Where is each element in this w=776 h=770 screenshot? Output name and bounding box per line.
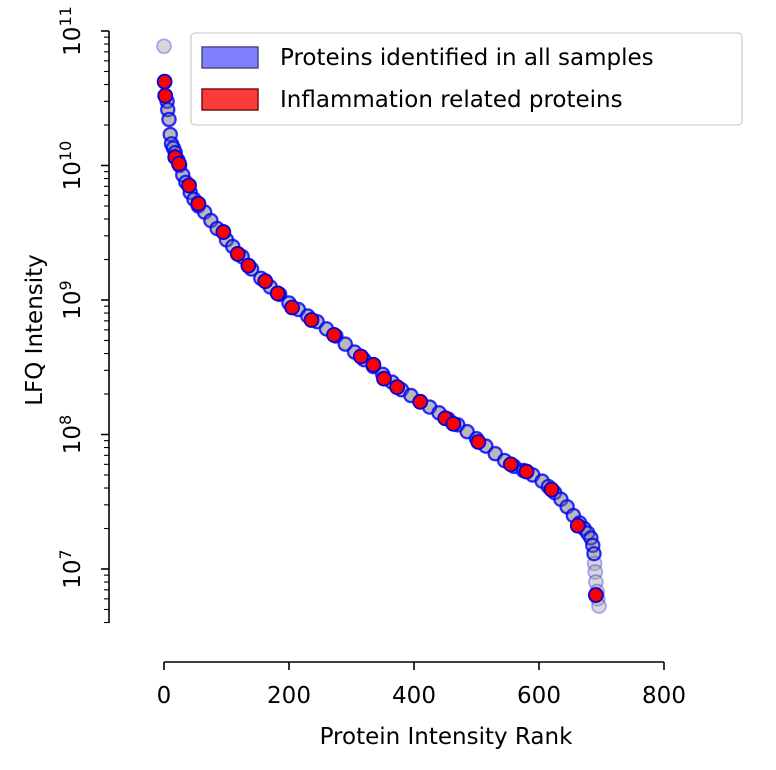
point-inflammation: [156, 73, 173, 90]
point-inflammation: [569, 517, 586, 534]
x-tick-label: 600: [517, 683, 561, 709]
x-ticks: 0 200 400 600 800: [157, 662, 686, 709]
point-all-proteins-dense: [161, 111, 177, 128]
point-all-proteins-dense: [337, 336, 353, 352]
point-inflammation: [352, 348, 369, 365]
legend-label-all-proteins: Proteins identified in all samples: [280, 45, 654, 71]
point-all-proteins: [587, 564, 604, 580]
y-tick-label: 108: [56, 415, 86, 454]
y-axis-label: LFQ Intensity: [22, 254, 48, 406]
point-inflammation: [389, 379, 406, 396]
point-inflammation: [445, 415, 462, 432]
x-tick-label: 800: [642, 683, 686, 709]
legend: Proteins identified in all samples Infla…: [190, 32, 743, 126]
point-inflammation: [190, 195, 207, 212]
y-ticks: 107 108 109 1010 1011: [56, 6, 109, 589]
x-tick-label: 200: [267, 683, 311, 709]
point-inflammation: [365, 356, 382, 373]
y-minor-ticks: [104, 36, 109, 624]
point-inflammation: [181, 177, 197, 194]
point-inflammation: [412, 393, 429, 410]
legend-label-inflammation: Inflammation related proteins: [280, 87, 623, 113]
point-inflammation: [303, 312, 320, 328]
x-tick-label: 0: [157, 683, 172, 709]
point-inflammation: [229, 246, 246, 262]
point-inflammation: [157, 87, 174, 104]
point-inflammation: [518, 463, 535, 480]
point-all-proteins: [156, 38, 172, 55]
point-all-proteins-dense: [586, 546, 602, 562]
legend-swatch-all-proteins: [201, 46, 259, 69]
point-inflammation: [502, 456, 519, 473]
point-inflammation: [326, 327, 342, 343]
x-tick-label: 400: [392, 683, 436, 709]
point-inflammation: [257, 273, 274, 290]
y-tick-label: 109: [56, 280, 86, 319]
y-tick-label: 1010: [56, 141, 86, 191]
plot-area: [156, 38, 607, 614]
x-axis-label: Protein Intensity Rank: [320, 724, 574, 750]
point-inflammation: [240, 257, 257, 274]
y-tick-label: 107: [56, 549, 86, 588]
y-tick-label: 1011: [56, 6, 86, 56]
point-inflammation: [470, 434, 487, 450]
legend-swatch-inflammation: [201, 88, 259, 111]
point-inflammation: [543, 481, 560, 498]
point-inflammation: [171, 155, 187, 172]
point-inflammation: [376, 370, 392, 387]
point-inflammation: [215, 224, 232, 240]
point-inflammation: [587, 587, 604, 603]
point-inflammation: [269, 285, 286, 302]
legend-frame: [190, 32, 743, 126]
point-inflammation: [284, 299, 301, 316]
